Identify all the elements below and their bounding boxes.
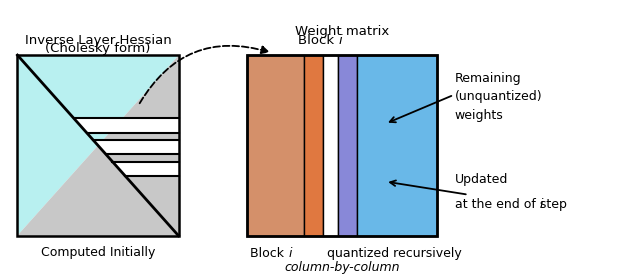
- Text: Remaining: Remaining: [455, 72, 521, 85]
- Text: (Cholesky form): (Cholesky form): [45, 42, 151, 55]
- Text: (unquantized): (unquantized): [455, 90, 543, 103]
- Polygon shape: [93, 140, 178, 155]
- Polygon shape: [74, 118, 178, 133]
- Bar: [18, 55, 178, 236]
- Text: Block: Block: [298, 34, 338, 47]
- Polygon shape: [113, 162, 178, 176]
- Text: i: i: [540, 198, 543, 211]
- Text: weights: weights: [455, 108, 504, 121]
- Bar: [247, 55, 304, 236]
- Bar: [304, 55, 323, 236]
- Text: quantized recursively: quantized recursively: [322, 247, 461, 260]
- Bar: [323, 55, 338, 236]
- Text: Block: Block: [250, 247, 289, 260]
- Text: i: i: [289, 247, 292, 260]
- Bar: [338, 55, 357, 236]
- Text: Computed Initially: Computed Initially: [41, 245, 155, 259]
- Text: column-by-column: column-by-column: [284, 261, 400, 274]
- Bar: [357, 55, 438, 236]
- Polygon shape: [18, 55, 178, 236]
- Text: Updated: Updated: [455, 173, 508, 186]
- Polygon shape: [18, 55, 178, 236]
- Text: Inverse Layer Hessian: Inverse Layer Hessian: [24, 34, 172, 47]
- Text: Weight matrix: Weight matrix: [295, 24, 389, 38]
- Text: at the end of step: at the end of step: [455, 198, 571, 211]
- Bar: [247, 55, 438, 236]
- Text: i: i: [338, 34, 342, 47]
- FancyArrowPatch shape: [140, 46, 268, 103]
